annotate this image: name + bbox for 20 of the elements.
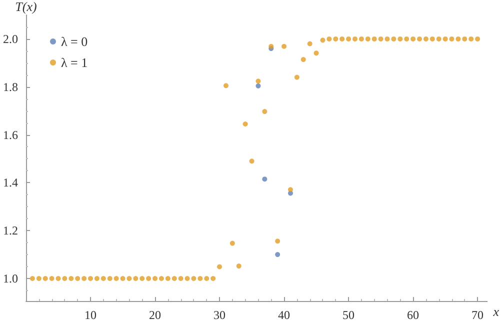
x-tick-label: 70: [472, 308, 484, 321]
y-tick-label: 2.0: [3, 32, 18, 46]
point: [262, 176, 268, 182]
x-tick-label: 10: [84, 308, 97, 321]
x-tick-label: 50: [342, 308, 355, 321]
y-tick-label: 1.6: [3, 128, 18, 142]
y-axis-title: T(x): [15, 0, 37, 14]
legend-label: λ = 1: [61, 55, 88, 70]
legend-label: λ = 0: [61, 34, 88, 49]
x-tick-label: 20: [149, 308, 162, 321]
point: [256, 83, 261, 88]
y-tick-label: 1.8: [3, 80, 18, 94]
x-tick-label: 60: [407, 308, 420, 321]
y-tick-label: 1.0: [3, 271, 18, 286]
point: [275, 252, 280, 258]
x-tick-label: 40: [278, 308, 290, 321]
y-tick-label: 1.4: [3, 176, 18, 190]
x-tick-label: 30: [214, 308, 226, 321]
y-tick-label: 1.2: [3, 224, 18, 238]
x-axis-title: x: [492, 304, 500, 319]
